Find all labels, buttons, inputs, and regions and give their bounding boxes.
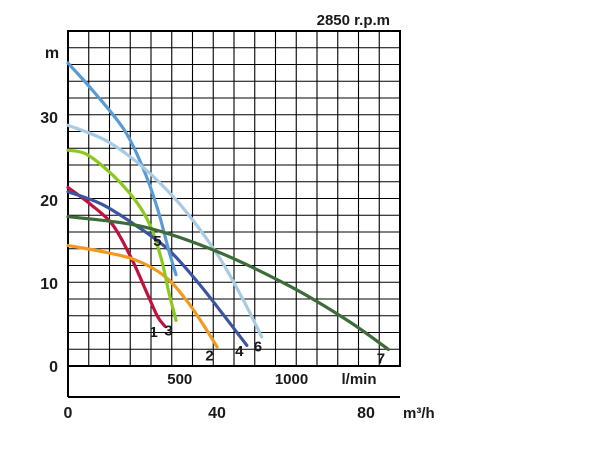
- chart-title: 2850 r.p.m: [317, 12, 390, 29]
- x-tick-label: 80: [357, 405, 375, 422]
- x-tick-label: 40: [208, 405, 226, 422]
- plot-frame: [67, 30, 401, 367]
- x-tick-label: 0: [64, 405, 73, 422]
- y-tick-label: 10: [40, 276, 58, 293]
- x-secondary-tick-label: 500: [167, 371, 192, 388]
- grid: [67, 30, 401, 367]
- series-label-4: 4: [235, 343, 244, 360]
- series-label-7: 7: [377, 351, 385, 368]
- y-tick-label: 20: [40, 193, 58, 210]
- series-line-6: [66, 123, 264, 339]
- y-tick-label: 0: [49, 359, 58, 376]
- series-line-3: [66, 148, 178, 322]
- series-label-3: 3: [164, 322, 172, 339]
- y-axis-label: m: [45, 45, 59, 62]
- x-axis-label: m³/h: [403, 405, 435, 422]
- x-secondary-tick-label: 1000: [275, 371, 308, 388]
- y-tick-label: 30: [40, 110, 58, 127]
- series-label-5: 5: [153, 233, 161, 250]
- x-secondary-axis-label: l/min: [341, 371, 376, 388]
- series-label-6: 6: [254, 338, 262, 355]
- series-line-7: [66, 215, 390, 351]
- series-layer: [66, 61, 390, 351]
- series-label-2: 2: [205, 347, 213, 364]
- series-label-1: 1: [150, 324, 158, 341]
- labels-layer: 0 10 20 30 0 40 80 500 1000 1 2 3 4 5 6 7: [40, 110, 385, 422]
